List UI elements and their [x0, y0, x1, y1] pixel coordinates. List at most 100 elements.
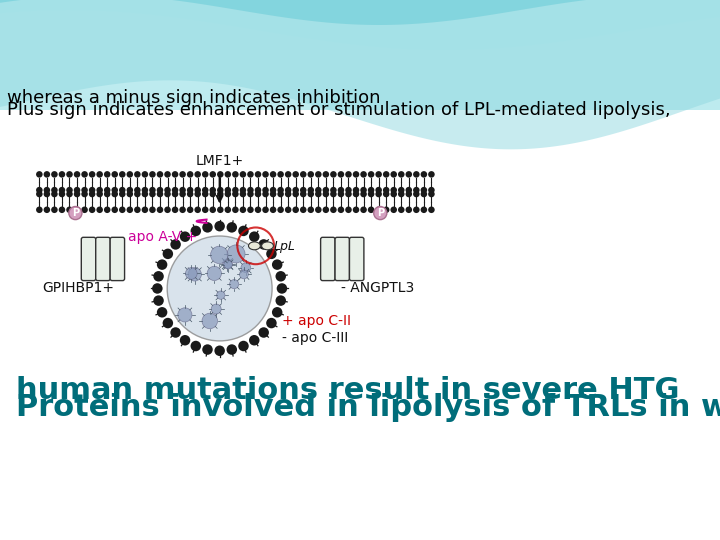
Circle shape [119, 187, 125, 193]
Circle shape [59, 171, 66, 178]
Circle shape [249, 232, 259, 242]
Circle shape [127, 171, 133, 178]
Circle shape [210, 191, 216, 197]
Circle shape [59, 206, 66, 213]
Circle shape [36, 191, 42, 197]
Circle shape [374, 206, 387, 220]
Circle shape [413, 206, 420, 213]
Circle shape [44, 187, 50, 193]
Circle shape [142, 171, 148, 178]
FancyBboxPatch shape [335, 237, 349, 281]
Circle shape [73, 206, 81, 213]
Circle shape [119, 206, 125, 213]
Circle shape [81, 206, 88, 213]
Circle shape [112, 206, 118, 213]
Circle shape [428, 171, 435, 178]
Circle shape [262, 206, 269, 213]
Text: P: P [72, 208, 79, 218]
Circle shape [210, 206, 216, 213]
Circle shape [36, 187, 42, 193]
Circle shape [266, 248, 276, 259]
Circle shape [330, 191, 337, 197]
Circle shape [127, 206, 133, 213]
Circle shape [383, 171, 390, 178]
Circle shape [164, 187, 171, 193]
Circle shape [300, 187, 307, 193]
Circle shape [227, 245, 245, 263]
Circle shape [171, 239, 181, 249]
Circle shape [398, 171, 405, 178]
Circle shape [300, 171, 307, 178]
Circle shape [164, 171, 171, 178]
Circle shape [398, 191, 405, 197]
Circle shape [157, 206, 163, 213]
Circle shape [149, 187, 156, 193]
Circle shape [345, 191, 352, 197]
Circle shape [232, 171, 238, 178]
Circle shape [428, 187, 435, 193]
Circle shape [383, 191, 390, 197]
Circle shape [375, 187, 382, 193]
Circle shape [202, 313, 217, 329]
Circle shape [157, 307, 167, 318]
Circle shape [89, 191, 95, 197]
Circle shape [112, 171, 118, 178]
Circle shape [247, 206, 253, 213]
Circle shape [96, 187, 103, 193]
Circle shape [375, 206, 382, 213]
Text: GPIHBP1+: GPIHBP1+ [42, 281, 114, 295]
Circle shape [202, 187, 209, 193]
Circle shape [51, 206, 58, 213]
Circle shape [315, 171, 322, 178]
Circle shape [276, 295, 286, 306]
Circle shape [51, 191, 58, 197]
Circle shape [413, 171, 420, 178]
Circle shape [225, 191, 231, 197]
Text: LpL: LpL [274, 240, 296, 253]
Circle shape [224, 260, 233, 269]
Text: Proteins involved in lipolysis of TRLs in which: Proteins involved in lipolysis of TRLs i… [17, 393, 720, 422]
Circle shape [360, 191, 367, 197]
Circle shape [405, 206, 412, 213]
Circle shape [420, 171, 427, 178]
Circle shape [307, 171, 314, 178]
Circle shape [127, 191, 133, 197]
Circle shape [390, 187, 397, 193]
Text: Plus sign indicates enhancement or stimulation of LPL-mediated lipolysis,: Plus sign indicates enhancement or stimu… [6, 102, 670, 119]
Circle shape [383, 206, 390, 213]
Circle shape [66, 191, 73, 197]
Circle shape [330, 206, 337, 213]
Circle shape [81, 191, 88, 197]
Circle shape [179, 187, 186, 193]
Circle shape [225, 171, 231, 178]
Circle shape [307, 187, 314, 193]
Circle shape [119, 191, 125, 197]
Circle shape [398, 187, 405, 193]
Circle shape [232, 191, 238, 197]
Circle shape [420, 206, 427, 213]
Circle shape [240, 206, 246, 213]
Circle shape [383, 187, 390, 193]
Circle shape [89, 171, 95, 178]
Circle shape [73, 171, 81, 178]
Circle shape [277, 191, 284, 197]
Circle shape [360, 206, 367, 213]
Circle shape [217, 206, 224, 213]
Circle shape [390, 171, 397, 178]
Circle shape [217, 291, 225, 299]
Circle shape [258, 239, 269, 249]
Circle shape [153, 271, 164, 281]
Circle shape [191, 341, 201, 351]
Circle shape [172, 187, 179, 193]
Circle shape [142, 206, 148, 213]
Circle shape [241, 263, 251, 273]
Circle shape [270, 171, 276, 178]
FancyBboxPatch shape [81, 237, 96, 281]
Circle shape [405, 171, 412, 178]
Text: + apo C-II: + apo C-II [282, 314, 351, 328]
Text: LMF1+: LMF1+ [196, 154, 244, 168]
Polygon shape [0, 0, 720, 150]
Circle shape [51, 187, 58, 193]
Circle shape [232, 187, 238, 193]
Circle shape [277, 187, 284, 193]
